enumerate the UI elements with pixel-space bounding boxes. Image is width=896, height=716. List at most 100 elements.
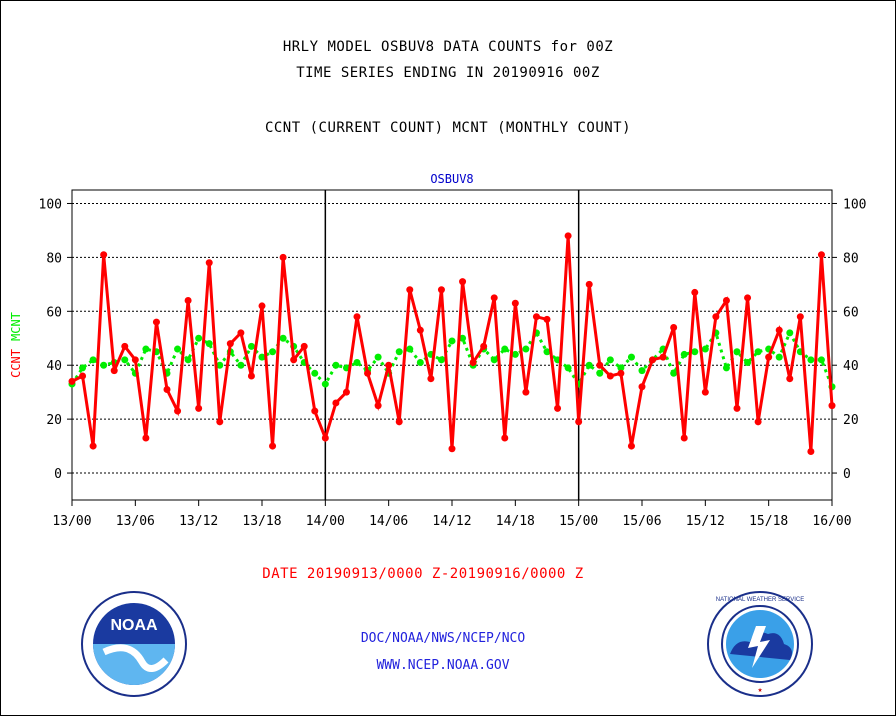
ccnt-point: [638, 383, 646, 391]
ccnt-point: [733, 404, 741, 412]
mcnt-point: [670, 369, 678, 377]
mcnt-point: [543, 348, 551, 356]
ccnt-point: [205, 259, 213, 267]
ccnt-point: [353, 313, 361, 321]
ccnt-point: [807, 447, 815, 455]
y-tick-label-right: 40: [843, 359, 859, 374]
ccnt-point: [364, 369, 372, 377]
ccnt-point: [300, 342, 308, 350]
ccnt-point: [617, 369, 625, 377]
y-tick-label: 20: [46, 413, 62, 428]
ccnt-point: [448, 445, 456, 453]
ccnt-point: [311, 407, 319, 415]
x-tick-label: 13/06: [116, 514, 155, 529]
mcnt-point: [722, 364, 730, 372]
ccnt-point: [680, 434, 688, 442]
x-tick-label: 14/06: [369, 514, 408, 529]
mcnt-point: [775, 353, 783, 361]
ccnt-point: [796, 313, 804, 321]
ccnt-point: [321, 434, 329, 442]
x-tick-label: 14/00: [306, 514, 345, 529]
y-axis-label-mcnt: MCNT: [9, 312, 23, 341]
ccnt-point: [754, 418, 762, 426]
ccnt-point: [744, 294, 752, 302]
mcnt-point: [490, 356, 498, 364]
ccnt-point: [89, 442, 97, 450]
doc-credit-line: DOC/NOAA/NWS/NCEP/NCO: [360, 631, 526, 646]
mcnt-point: [817, 356, 825, 364]
noaa-logo-icon: NOAA: [81, 591, 187, 697]
mcnt-point: [459, 334, 467, 342]
y-axis-label-ccnt: CCNT: [9, 349, 23, 378]
mcnt-point: [596, 369, 604, 377]
x-tick-label: 13/12: [179, 514, 218, 529]
x-tick-label: 15/12: [686, 514, 725, 529]
x-tick-label: 14/18: [496, 514, 535, 529]
y-tick-label-right: 60: [843, 305, 859, 320]
ccnt-point: [395, 418, 403, 426]
ccnt-point: [385, 361, 393, 369]
ccnt-point: [216, 418, 224, 426]
ccnt-point: [342, 388, 350, 396]
ccnt-point: [279, 253, 287, 261]
ccnt-point: [79, 372, 87, 380]
ccnt-point: [226, 340, 234, 348]
mcnt-point: [279, 334, 287, 342]
header-title-line1: HRLY MODEL OSBUV8 DATA COUNTS for 00Z: [282, 39, 614, 55]
ccnt-point: [269, 442, 277, 450]
x-tick-label: 15/18: [749, 514, 788, 529]
ccnt-point: [649, 356, 657, 364]
ccnt-point: [68, 377, 76, 385]
mcnt-point: [501, 345, 509, 353]
ccnt-point: [564, 232, 572, 240]
ccnt-point: [163, 385, 171, 393]
x-tick-label: 13/00: [52, 514, 91, 529]
ccnt-point: [606, 372, 614, 380]
y-tick-label: 100: [39, 197, 62, 212]
ccnt-point: [775, 326, 783, 334]
ccnt-point: [532, 313, 540, 321]
chart-subtitle: OSBUV8: [430, 172, 474, 186]
y-tick-label-right: 0: [843, 467, 851, 482]
mcnt-point: [142, 345, 150, 353]
mcnt-point: [585, 361, 593, 369]
ccnt-point: [670, 323, 678, 331]
mcnt-point: [258, 353, 266, 361]
y-tick-label-right: 100: [843, 197, 866, 212]
ccnt-point: [459, 278, 467, 286]
mcnt-point: [237, 361, 245, 369]
mcnt-point: [733, 348, 741, 356]
website-line: WWW.NCEP.NOAA.GOV: [376, 658, 510, 673]
nws-logo-text: NATIONAL WEATHER SERVICE: [716, 597, 804, 603]
mcnt-point: [247, 342, 255, 350]
chart-axes: 0 0 20 20 40 40 60 60 80 80 100 100 13/00 13/06 13/12 1…: [9, 189, 866, 529]
ccnt-point: [258, 302, 266, 310]
ccnt-point: [131, 356, 139, 364]
ccnt-point: [659, 353, 667, 361]
mcnt-point: [374, 353, 382, 361]
mcnt-point: [437, 356, 445, 364]
y-tick-label: 80: [46, 251, 62, 266]
header-title-line3: CCNT (CURRENT COUNT) MCNT (MONTHLY COUNT…: [264, 120, 632, 136]
ccnt-point: [427, 375, 435, 383]
mcnt-point: [754, 348, 762, 356]
mcnt-point: [395, 348, 403, 356]
mcnt-point: [89, 356, 97, 364]
mcnt-point: [691, 348, 699, 356]
ccnt-point: [701, 388, 709, 396]
mcnt-point: [416, 359, 424, 367]
mcnt-point: [184, 356, 192, 364]
y-tick-label: 0: [54, 467, 62, 482]
mcnt-point: [511, 350, 519, 358]
ccnt-point: [290, 356, 298, 364]
mcnt-point: [406, 345, 414, 353]
svg-text:★: ★: [758, 685, 763, 694]
nws-logo-icon: ★ NATIONAL WEATHER SERVICE: [707, 591, 813, 697]
mcnt-point: [786, 329, 794, 337]
mcnt-point: [205, 340, 213, 348]
y-tick-label-right: 20: [843, 413, 859, 428]
x-tick-label: 13/18: [242, 514, 281, 529]
ccnt-point: [110, 367, 118, 375]
mcnt-point: [311, 369, 319, 377]
